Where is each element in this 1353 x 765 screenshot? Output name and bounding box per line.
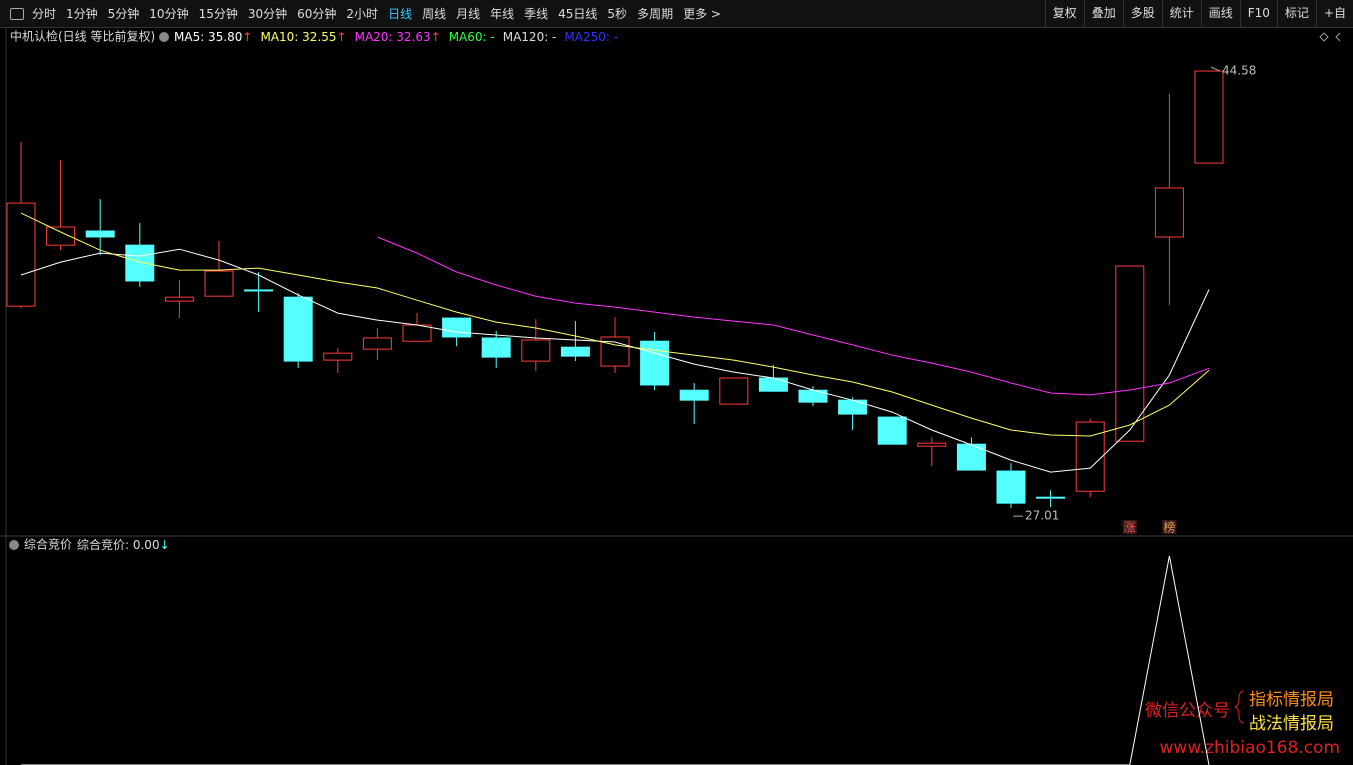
panel-toggle[interactable] [10, 7, 24, 20]
period-tab[interactable]: 10分钟 [149, 7, 189, 21]
indicator-line [21, 555, 1210, 765]
annotation-label: 44.58 [1222, 64, 1256, 78]
annotation-arrow [1210, 66, 1221, 72]
candle-body [917, 442, 947, 447]
candle-body [362, 337, 392, 350]
watermark: 指标情报局 [1249, 690, 1334, 710]
legend-entry: MA250: - [564, 30, 618, 44]
period-tab[interactable]: 季线 [524, 7, 549, 21]
candle-body [244, 289, 274, 292]
chart-area: 中机认检(日线 等比前复权) MA5: 35.80↑ MA10: 32.55↑ MA… [0, 28, 1353, 765]
tool-button[interactable]: 复权 [1044, 0, 1084, 27]
legend-arrow: ↑ [242, 30, 252, 44]
tool-button[interactable]: +自 [1315, 0, 1353, 27]
tool-button[interactable]: 统计 [1161, 0, 1201, 27]
tool-button[interactable]: 标记 [1276, 0, 1316, 27]
candle-body [877, 416, 907, 445]
legend-entry: MA10: 32.55 [260, 30, 336, 44]
candle-body [758, 377, 788, 392]
period-tabs: 分时 1分钟 5分钟 10分钟 15分钟 30分钟 60分钟 2小时 日线 周线 月线 年线 季线 45日… [32, 5, 721, 22]
period-tab[interactable]: 日线 [388, 7, 413, 21]
candle-body [204, 270, 234, 297]
candle-body [956, 443, 986, 471]
candle-body [164, 296, 194, 302]
candle-body [560, 346, 590, 357]
period-tab[interactable]: 周线 [422, 7, 447, 21]
watermark: 微信公众号 [1145, 701, 1230, 721]
candle-body [719, 377, 749, 405]
watermark-url: www.zhibiao168.com [1160, 738, 1340, 758]
marker-label: 涨 [1124, 520, 1136, 535]
period-tab[interactable]: 更多 > [683, 7, 721, 21]
period-tab[interactable]: 60分钟 [297, 7, 337, 21]
candle-body [640, 340, 670, 386]
period-tab[interactable]: 年线 [490, 7, 515, 21]
candle-body [1036, 496, 1066, 499]
period-tab[interactable]: 2小时 [346, 7, 379, 21]
pane-icons[interactable] [1319, 32, 1341, 42]
period-tab[interactable]: 15分钟 [198, 7, 238, 21]
marker-label: 榜 [1163, 520, 1175, 535]
legend-entry: MA120: - [503, 30, 557, 44]
candle-body [798, 389, 828, 403]
ma-line [377, 236, 1210, 396]
settings-icon[interactable] [9, 540, 19, 550]
indicator-title: 综合竞价 [24, 537, 72, 552]
tool-button[interactable]: 多股 [1122, 0, 1162, 27]
watermark: 战法情报局 [1249, 714, 1334, 734]
candle-body [1075, 421, 1105, 492]
legend: MA5: 35.80↑ MA10: 32.55↑ MA20: 32.63↑ MA60:… [174, 30, 618, 44]
candle-body [46, 226, 76, 246]
watermark-brace [1234, 690, 1245, 724]
ma-line [20, 212, 1210, 437]
period-tab[interactable]: 1分钟 [66, 7, 98, 21]
period-tab[interactable]: 多周期 [637, 7, 674, 21]
candle-body [323, 352, 353, 361]
candle-body [283, 296, 313, 362]
marker-badge [1162, 520, 1177, 534]
candle-body [85, 230, 115, 238]
period-tab[interactable]: 30分钟 [247, 7, 288, 21]
candle-body [1154, 187, 1184, 238]
candle-body [442, 317, 472, 338]
tool-buttons: 复权 叠加 多股 统计 画线 F10 标记 +自 [1044, 0, 1353, 27]
legend-arrow: ↑ [337, 30, 347, 44]
tool-button[interactable]: F10 [1239, 0, 1277, 27]
chart-title: 中机认检(日线 等比前复权) [10, 29, 155, 44]
period-tab[interactable]: 45日线 [558, 7, 598, 21]
indicator-legend: 综合竞价: 0.00↓ [77, 537, 170, 552]
candle-body [125, 244, 155, 282]
candle-body [481, 337, 511, 358]
candle-body [1115, 265, 1145, 442]
candle-body [1194, 70, 1224, 164]
legend-entry: MA60: - [449, 30, 495, 44]
tool-button[interactable]: 画线 [1200, 0, 1240, 27]
legend-arrow: ↑ [431, 30, 441, 44]
indicator-value: 综合竞价: 0.00 [77, 537, 160, 552]
ma-line [20, 248, 1210, 473]
candle-body [679, 389, 709, 401]
indicator-arrow: ↓ [160, 538, 170, 552]
period-tab[interactable]: 5分钟 [107, 7, 140, 21]
candle-body [402, 324, 432, 342]
candle-body [996, 470, 1026, 504]
period-tab[interactable]: 5秒 [607, 7, 628, 21]
settings-icon[interactable] [159, 32, 169, 42]
marker-badge [1122, 520, 1137, 534]
tool-button[interactable]: 叠加 [1083, 0, 1123, 27]
period-tab[interactable]: 分时 [32, 7, 57, 21]
period-tab[interactable]: 月线 [456, 7, 481, 21]
candle-body [6, 202, 36, 307]
legend-entry: MA5: 35.80 [174, 30, 242, 44]
candle-body [838, 399, 868, 415]
legend-entry: MA20: 32.63 [355, 30, 431, 44]
candle-body [521, 339, 551, 362]
annotation-label: 27.01 [1025, 509, 1059, 523]
toolbar: 分时 1分钟 5分钟 10分钟 15分钟 30分钟 60分钟 2小时 日线 周线 月线 年线 季线 45日… [0, 0, 1353, 28]
